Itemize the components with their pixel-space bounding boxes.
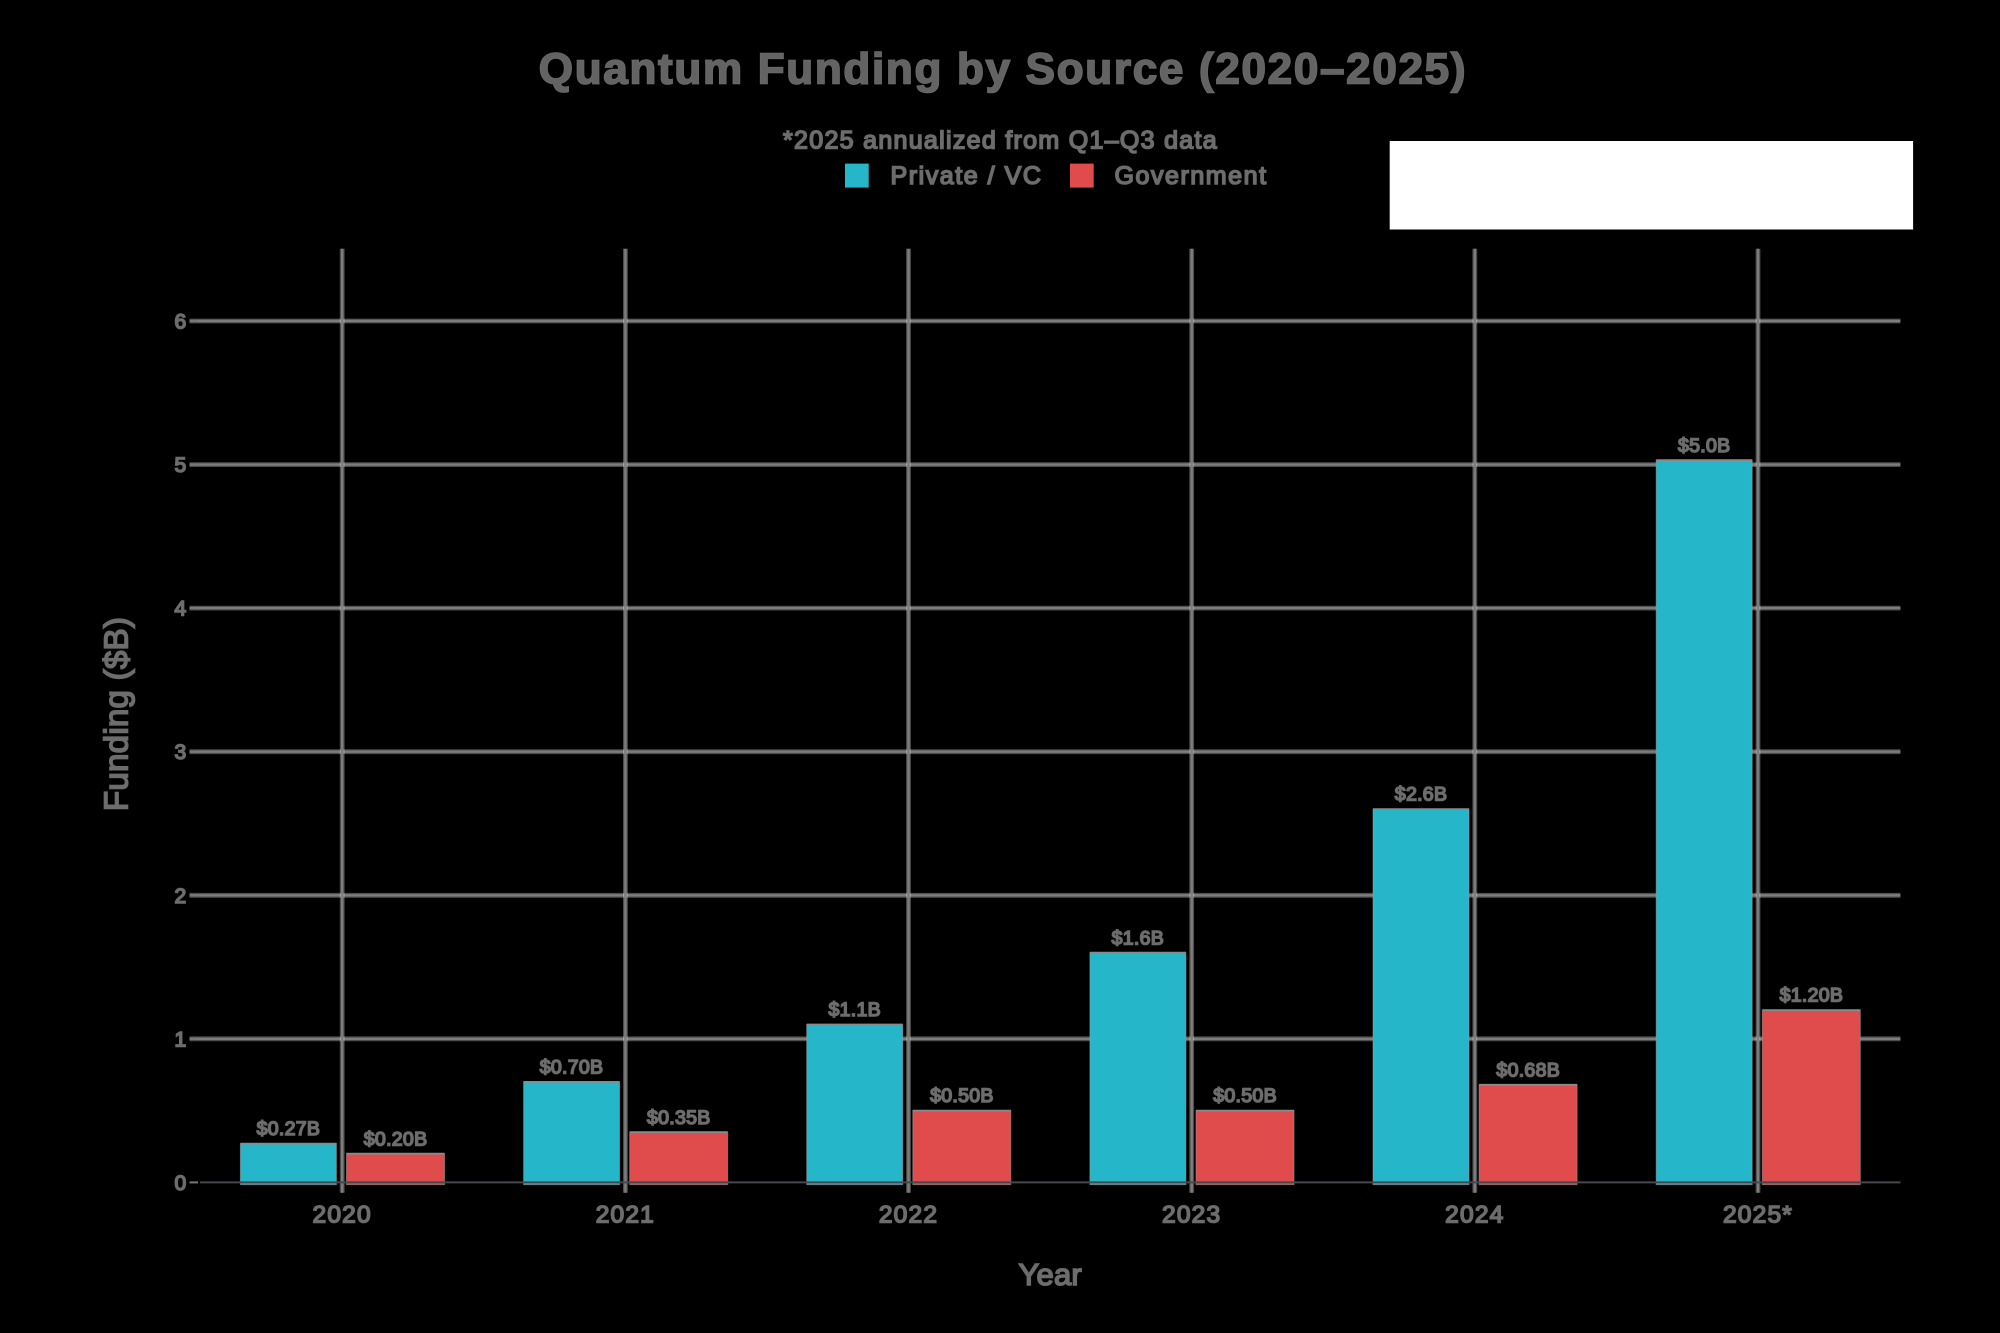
svg-text:*2025 annualized from Q1–Q3 da: *2025 annualized from Q1–Q3 data bbox=[783, 127, 1218, 155]
svg-text:2025*: 2025* bbox=[1723, 1202, 1793, 1229]
svg-text:3: 3 bbox=[175, 741, 187, 764]
svg-text:$0.68B: $0.68B bbox=[1496, 1059, 1560, 1081]
svg-text:$0.27B: $0.27B bbox=[257, 1118, 321, 1140]
svg-text:$1.6B: $1.6B bbox=[1112, 927, 1164, 949]
svg-text:Government: Government bbox=[1115, 162, 1268, 190]
svg-text:2020: 2020 bbox=[313, 1202, 372, 1229]
svg-text:2: 2 bbox=[175, 885, 187, 908]
svg-text:6: 6 bbox=[175, 310, 187, 333]
svg-text:Quantum Funding by Source (202: Quantum Funding by Source (2020–2025) bbox=[539, 45, 1467, 94]
svg-text:$0.35B: $0.35B bbox=[647, 1107, 711, 1129]
svg-text:4: 4 bbox=[175, 598, 187, 621]
svg-text:5: 5 bbox=[175, 454, 187, 477]
svg-text:Year: Year bbox=[1018, 1257, 1081, 1292]
svg-text:2021: 2021 bbox=[596, 1202, 655, 1229]
svg-text:$0.50B: $0.50B bbox=[1213, 1085, 1277, 1107]
svg-text:$1.20B: $1.20B bbox=[1780, 985, 1844, 1007]
svg-text:$0.50B: $0.50B bbox=[930, 1085, 994, 1107]
svg-text:0: 0 bbox=[175, 1172, 187, 1195]
svg-text:Funding ($B): Funding ($B) bbox=[98, 617, 135, 811]
svg-text:Private / VC: Private / VC bbox=[891, 162, 1043, 190]
svg-text:$1.1B: $1.1B bbox=[828, 999, 880, 1021]
svg-text:$5.0B: $5.0B bbox=[1678, 435, 1730, 457]
svg-text:2023: 2023 bbox=[1162, 1202, 1221, 1229]
svg-text:2024: 2024 bbox=[1445, 1202, 1504, 1229]
svg-text:$2.6B: $2.6B bbox=[1395, 784, 1447, 806]
svg-text:$0.70B: $0.70B bbox=[540, 1057, 604, 1079]
svg-text:1: 1 bbox=[175, 1028, 187, 1051]
svg-text:2022: 2022 bbox=[879, 1202, 938, 1229]
svg-text:$0.20B: $0.20B bbox=[364, 1128, 428, 1150]
